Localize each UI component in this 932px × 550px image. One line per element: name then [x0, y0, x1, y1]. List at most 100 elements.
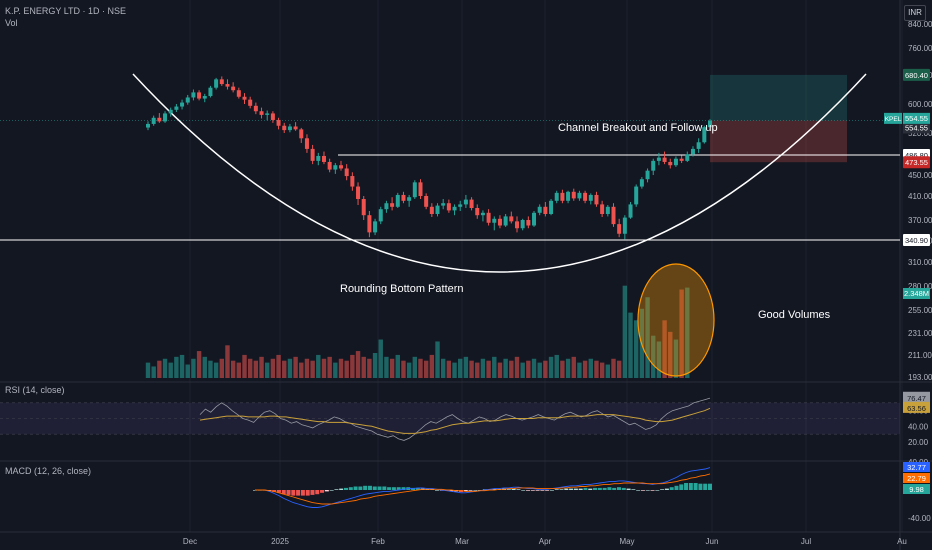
macd-histogram-bar [698, 483, 703, 490]
candle-body [157, 117, 162, 122]
stop-zone [710, 120, 847, 163]
macd-value-label-1: 22.79 [907, 474, 926, 483]
macd-title: MACD (12, 26, close) [5, 466, 92, 476]
candle-body [299, 129, 304, 139]
volume-bar [316, 354, 321, 378]
macd-histogram-bar [526, 490, 530, 491]
macd-histogram-bar [435, 490, 439, 491]
price-tick-10: 280.00 [908, 282, 932, 291]
candle-body [673, 158, 678, 166]
volume-bar [531, 358, 537, 378]
candle-body [356, 186, 361, 199]
volume-bar [440, 358, 446, 378]
macd-histogram-bar [449, 490, 454, 492]
rsi-title: RSI (14, close) [5, 385, 65, 395]
candle-body [588, 194, 593, 201]
currency-button[interactable]: INR [904, 5, 926, 21]
volume-bar [259, 356, 264, 378]
macd-histogram-bar [396, 487, 401, 490]
rsi-ma-bg [903, 401, 930, 413]
volume-bar [372, 353, 378, 378]
candle-body [571, 191, 576, 199]
macd-histogram-bar [612, 487, 617, 490]
kpel-symbol-label: KPEL [885, 116, 902, 123]
price-tick-3: 600.00 [908, 100, 932, 109]
candle-body [679, 158, 684, 161]
volume-bar [395, 354, 400, 378]
macd-histogram-bar [569, 488, 574, 490]
support-price-label: 340.90 [905, 236, 928, 245]
candle-body [253, 105, 258, 112]
macd-histogram-bar [334, 489, 339, 490]
macd-histogram-bar [703, 483, 708, 490]
macd-histogram-bar [401, 487, 406, 490]
candle-body [594, 194, 599, 205]
volume-bar [514, 356, 520, 378]
macd-histogram-bar [463, 490, 468, 492]
candle-body [583, 192, 588, 201]
volume-bar [333, 362, 338, 378]
candle-body [424, 196, 429, 207]
kpel-price-label: 554.55 [905, 114, 928, 123]
price-tick-0: 840.00 [908, 20, 932, 29]
candle-body [656, 157, 661, 161]
volume-bar [338, 358, 344, 378]
volume-bar [225, 345, 230, 378]
candle-body [236, 90, 241, 97]
macd-histogram-bar [320, 490, 325, 493]
macd-histogram-bar [607, 487, 612, 490]
candle-body [180, 102, 185, 107]
channel-price-label: 486.80 [905, 151, 928, 160]
rsi-ma-label: 63.56 [907, 404, 926, 413]
candle-body [384, 203, 389, 210]
kpel-symbol-bg [884, 112, 902, 124]
macd-tick-2: -40.00 [908, 514, 931, 523]
volume-bar [526, 360, 531, 378]
candle-body [503, 216, 508, 226]
volume-bar [213, 362, 219, 378]
macd-histogram-bar [372, 486, 377, 490]
volume-bar [560, 360, 565, 378]
x-tick-4: Apr [539, 537, 552, 546]
macd-histogram-bar [521, 490, 526, 491]
volume-bar [588, 358, 593, 378]
macd-histogram-bar [645, 490, 650, 491]
macd-histogram-bar [315, 490, 320, 495]
volume-bar [554, 354, 559, 378]
macd-histogram-bar [511, 488, 516, 490]
candle-body [600, 204, 605, 214]
candle-body [577, 192, 582, 199]
volume-bar [162, 358, 168, 378]
macd-histogram-bar [636, 490, 641, 491]
volume-bar [270, 358, 276, 378]
volume-bar [685, 287, 690, 378]
price-tick-12: 231.00 [908, 329, 932, 338]
candle-body [282, 125, 287, 131]
candle-body [287, 126, 292, 131]
candle-body [401, 194, 406, 201]
macd-line [255, 467, 711, 508]
candle-body [639, 179, 644, 187]
volume-bar [446, 360, 452, 378]
volume-bar [537, 362, 542, 378]
support-price-label-bg [903, 234, 930, 246]
rsi-ma-line [199, 407, 711, 434]
candle-body [668, 161, 673, 166]
macd-value-label-0: 32.77 [907, 463, 926, 472]
price-tick-7: 370.00 [908, 216, 932, 225]
volume-bar [668, 331, 673, 378]
rounding-bottom-curve [132, 73, 867, 273]
volume-bar [406, 362, 412, 378]
macd-histogram-bar [631, 489, 636, 490]
candle-body [611, 206, 616, 225]
macd-histogram-bar [583, 487, 588, 490]
macd-histogram-bar [573, 488, 578, 490]
volume-bar [475, 362, 480, 378]
macd-histogram-bar [367, 485, 372, 490]
candle-body [441, 203, 446, 206]
volume-bar [179, 354, 185, 378]
candle-body [259, 111, 264, 115]
candle-body [276, 119, 281, 126]
volume-bar [435, 341, 440, 378]
